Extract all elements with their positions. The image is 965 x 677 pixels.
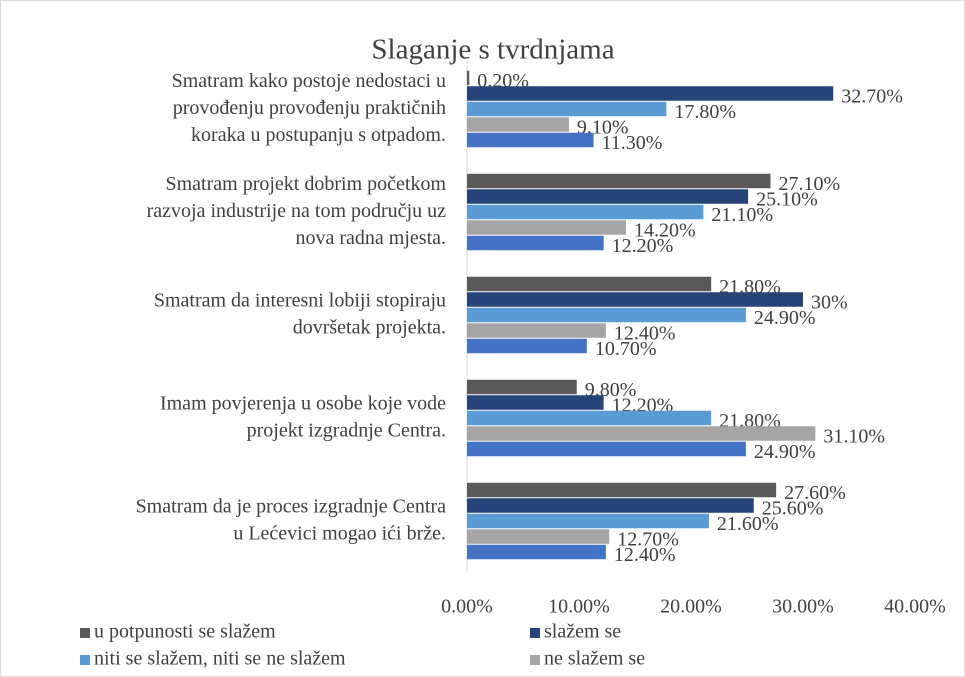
data-label: 11.30% <box>602 132 663 154</box>
bar <box>467 513 709 529</box>
bar <box>467 441 746 457</box>
bar <box>467 220 627 235</box>
y-tick-label: razvoja industrije na tom području uz <box>147 200 446 222</box>
data-label: 24.90% <box>754 307 816 329</box>
y-tick-label: provođenju provođenju praktičnih <box>173 97 446 119</box>
data-label: 12.40% <box>614 323 676 345</box>
legend-swatch <box>80 628 90 638</box>
data-label: 17.80% <box>674 101 736 123</box>
legend-label: ne slažem se <box>544 648 645 670</box>
bar <box>467 101 667 117</box>
bar <box>467 204 704 220</box>
bar <box>467 70 470 86</box>
chart-title: Slaganje s tvrdnjama <box>371 34 614 66</box>
data-label: 21.10% <box>711 204 773 226</box>
legend-swatch <box>80 655 90 665</box>
x-tick-label: 0.00% <box>441 596 493 618</box>
legend-label: u potpunosti se slažem <box>94 621 276 643</box>
bar <box>467 307 746 323</box>
bar <box>467 426 816 441</box>
y-tick-label: Smatram projekt dobrim početkom <box>166 173 447 195</box>
bar <box>467 379 577 395</box>
data-label: 30% <box>811 292 848 314</box>
bar <box>467 482 777 498</box>
y-tick-label: nova radna mjesta. <box>296 227 447 249</box>
y-tick-label: Smatram da interesni lobiji stopiraju <box>154 290 446 312</box>
y-tick-label: koraka u postupanju s otpadom. <box>191 124 446 146</box>
y-tick-label: projekt izgradnje Centra. <box>247 420 446 442</box>
x-tick-label: 10.00% <box>548 596 610 618</box>
bar <box>467 86 834 101</box>
y-tick-label: u Lećevici mogao ići brže. <box>233 523 446 545</box>
bar <box>467 529 610 544</box>
bar <box>467 132 594 148</box>
bar <box>467 323 606 338</box>
data-label: 24.90% <box>754 441 816 463</box>
data-label: 27.10% <box>779 173 841 195</box>
data-label: 14.20% <box>634 220 696 242</box>
legend-label: slažem se <box>544 621 621 643</box>
data-label: 25.60% <box>762 498 824 520</box>
data-label: 25.10% <box>756 189 818 211</box>
data-label: 10.70% <box>595 338 657 360</box>
legend-swatch <box>530 655 540 665</box>
data-label: 31.10% <box>823 426 885 448</box>
bar <box>467 498 754 513</box>
data-label: 27.60% <box>784 482 846 504</box>
data-label: 12.70% <box>617 529 679 551</box>
bar <box>467 235 604 251</box>
bar <box>467 338 587 354</box>
legend-label: niti se slažem, niti se ne slažem <box>94 648 346 670</box>
bar <box>467 117 569 132</box>
y-tick-label: dovršetak projekta. <box>293 317 446 339</box>
bar <box>467 395 604 410</box>
bar <box>467 276 712 292</box>
x-tick-label: 20.00% <box>660 596 722 618</box>
data-label: 12.20% <box>612 235 674 257</box>
y-tick-label: Smatram da je proces izgradnje Centra <box>136 496 447 518</box>
x-tick-label: 30.00% <box>772 596 834 618</box>
bar <box>467 189 749 204</box>
bar <box>467 173 771 189</box>
y-tick-label: Imam povjerenja u osobe koje vode <box>160 393 446 415</box>
y-tick-label: Smatram kako postoje nedostaci u <box>172 70 446 92</box>
bar <box>467 410 712 426</box>
legend-swatch <box>530 628 540 638</box>
data-label: 21.60% <box>717 513 779 535</box>
data-label: 32.70% <box>841 86 903 108</box>
x-tick-label: 40.00% <box>884 596 946 618</box>
bar <box>467 544 606 560</box>
data-label: 12.40% <box>614 544 676 566</box>
bar <box>467 292 803 307</box>
